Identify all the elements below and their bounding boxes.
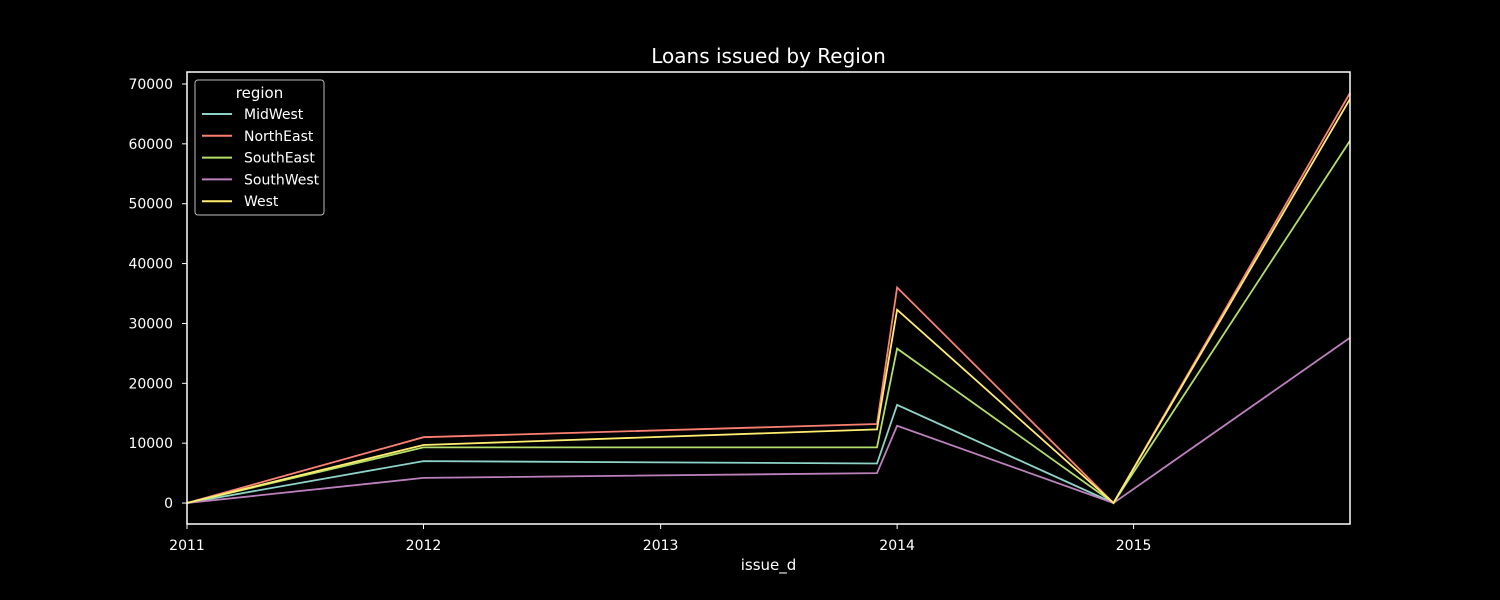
series-line-west — [186, 98, 1351, 505]
series-line-northeast — [186, 92, 1351, 505]
legend: region MidWest NorthEast SouthEast SouthWes… — [194, 79, 325, 216]
y-tick-label: 0 — [164, 496, 173, 512]
series-line-southwest — [186, 337, 1351, 505]
y-axis: 0 10000 20000 30000 40000 50000 60000 70000 — [128, 77, 187, 512]
y-tick-label: 30000 — [128, 316, 173, 332]
x-tick-label: 2015 — [1116, 538, 1152, 554]
y-tick-label: 40000 — [128, 257, 173, 273]
y-tick-label: 70000 — [128, 77, 173, 93]
x-axis-label: issue_d — [741, 556, 797, 575]
x-tick-label: 2013 — [643, 538, 679, 554]
legend-label-southwest: SouthWest — [244, 172, 320, 188]
series-line-southeast — [186, 140, 1351, 505]
legend-label-west: West — [244, 194, 279, 210]
y-tick-label: 20000 — [128, 376, 173, 392]
y-tick-label: 60000 — [128, 137, 173, 153]
plot-lines — [186, 92, 1351, 505]
legend-label-northeast: NorthEast — [244, 129, 314, 145]
legend-items: MidWest NorthEast SouthEast SouthWest West — [202, 107, 320, 210]
x-tick-label: 2014 — [879, 538, 915, 554]
legend-title: region — [236, 84, 283, 102]
legend-label-midwest: MidWest — [244, 107, 304, 123]
y-tick-label: 10000 — [128, 436, 173, 452]
x-tick-label: 2011 — [169, 538, 205, 554]
x-tick-label: 2012 — [406, 538, 442, 554]
series-line-midwest — [186, 403, 1114, 504]
y-tick-label: 50000 — [128, 197, 173, 213]
plot-frame — [186, 71, 1351, 525]
x-axis: 2011 2012 2013 2014 2015 — [169, 524, 1151, 554]
chart-title: Loans issued by Region — [651, 44, 886, 68]
legend-label-southeast: SouthEast — [244, 151, 315, 167]
